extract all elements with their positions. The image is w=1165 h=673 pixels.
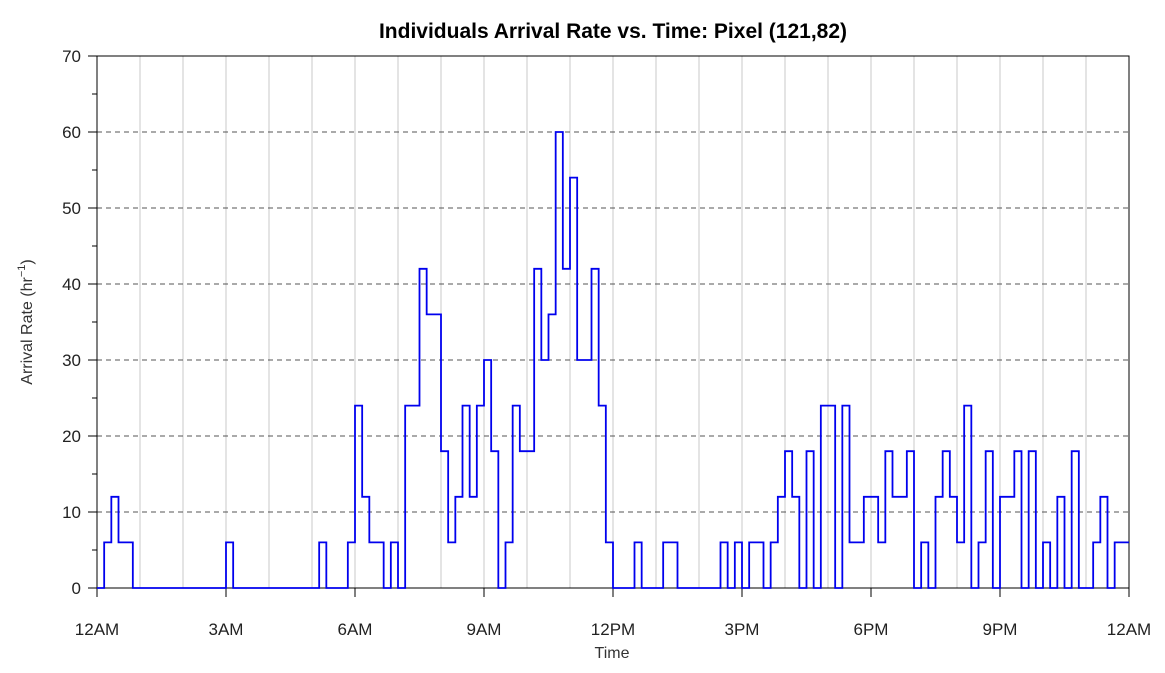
y-tick-label: 70 [62, 47, 81, 66]
y-axis-label-main: Arrival Rate (hr [19, 276, 36, 384]
y-tick-label: 20 [62, 427, 81, 446]
series-layer [97, 131, 1129, 589]
x-tick-label: 12AM [75, 620, 119, 639]
x-tick-label: 12PM [591, 620, 635, 639]
y-tick-labels: 0 10 20 30 40 50 60 70 [62, 47, 81, 598]
x-tick-label: 12AM [1107, 620, 1151, 639]
chart-title: Individuals Arrival Rate vs. Time: Pixel… [379, 20, 847, 43]
y-axis-label-suffix: ) [19, 259, 36, 264]
x-tick-label: 9PM [983, 620, 1018, 639]
x-tick-label: 9AM [467, 620, 502, 639]
x-tick-label: 3AM [209, 620, 244, 639]
series-line [97, 131, 1129, 589]
x-tick-label: 6PM [854, 620, 889, 639]
y-tick-label: 10 [62, 503, 81, 522]
axis-ticks [88, 55, 1130, 597]
x-tick-labels: 12AM 3AM 6AM 9AM 12PM 3PM 6PM 9PM 12AM [75, 620, 1151, 639]
x-axis-label: Time [595, 645, 630, 662]
y-axis-label: Arrival Rate (hr−1) [16, 259, 36, 384]
y-tick-label: 60 [62, 123, 81, 142]
x-tick-label: 6AM [338, 620, 373, 639]
grid [97, 55, 1129, 588]
y-tick-label: 40 [62, 275, 81, 294]
y-tick-label: 50 [62, 199, 81, 218]
y-tick-label: 30 [62, 351, 81, 370]
y-tick-label: 0 [72, 579, 81, 598]
x-tick-label: 3PM [725, 620, 760, 639]
y-axis-label-superscript: −1 [16, 265, 28, 278]
